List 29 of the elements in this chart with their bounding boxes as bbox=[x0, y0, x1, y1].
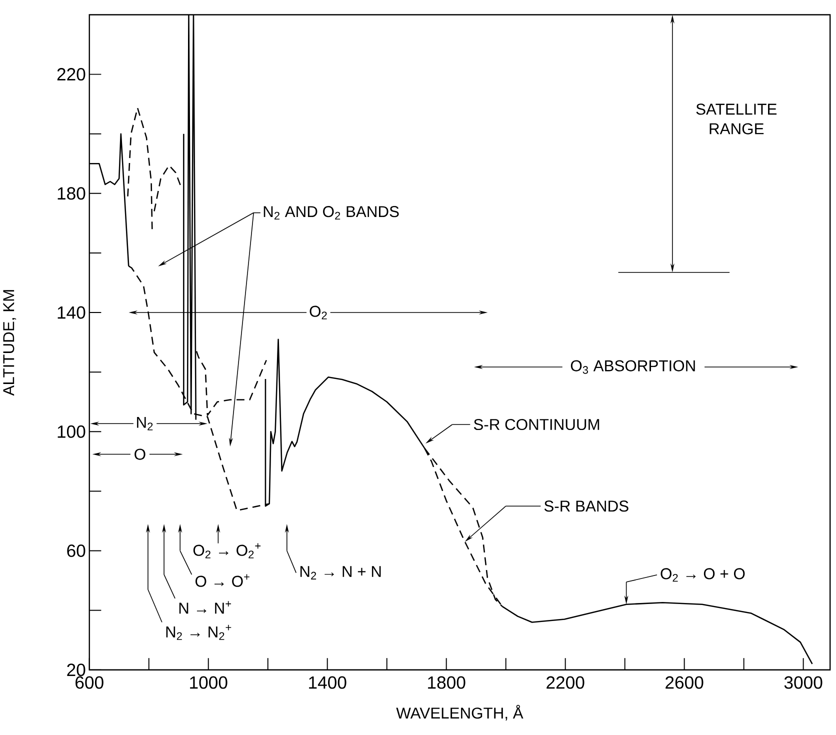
annotation: O → O$^{+}$ bbox=[196, 574, 250, 587]
x-tick-label: 1400 bbox=[309, 676, 346, 689]
y-tick-label: 100 bbox=[58, 425, 86, 438]
annotation: O$_{2}$ bbox=[310, 306, 327, 320]
annotation: S-R BANDS bbox=[544, 500, 628, 512]
x-tick-label: 1800 bbox=[428, 676, 466, 689]
x-tick-label: 2200 bbox=[546, 676, 584, 689]
annotation: O$_{2}$ → O$_{2}$+ bbox=[193, 543, 261, 558]
y-tick-label: 180 bbox=[58, 187, 86, 200]
x-tick-label: 1000 bbox=[190, 676, 228, 689]
y-axis-title: ALTITUDE, KM bbox=[3, 290, 16, 396]
y-tick-label: 220 bbox=[57, 68, 86, 81]
annotation: N → N$^{+}$ bbox=[179, 601, 232, 614]
y-tick-label: 140 bbox=[58, 306, 86, 319]
y-tick-label: 20 bbox=[67, 664, 86, 676]
annotation: N$_{2}$ bbox=[137, 417, 153, 430]
x-tick-label: 600 bbox=[76, 676, 104, 689]
annotation: N$_{2}$ AND O$_{2}$ BANDS bbox=[264, 206, 399, 220]
annotation: O bbox=[134, 448, 146, 460]
annotation: N$_{2}$ → N$_{2}$+ bbox=[166, 624, 232, 640]
x-tick-label: 3000 bbox=[784, 676, 822, 689]
annotation: S-R CONTINUUM bbox=[474, 419, 600, 430]
x-axis-title: WAVELENGTH, Å bbox=[396, 704, 524, 721]
y-tick-label: 60 bbox=[67, 544, 86, 558]
x-tick-label: 2600 bbox=[666, 676, 704, 689]
annotation: O$_{2}$ → O + O bbox=[660, 568, 745, 582]
annotation: SATELLITE RANGE bbox=[696, 104, 777, 134]
annotation: O$_{3}$ ABSORPTION bbox=[570, 360, 695, 374]
annotation: N$_{2}$ → N + N bbox=[300, 566, 381, 580]
